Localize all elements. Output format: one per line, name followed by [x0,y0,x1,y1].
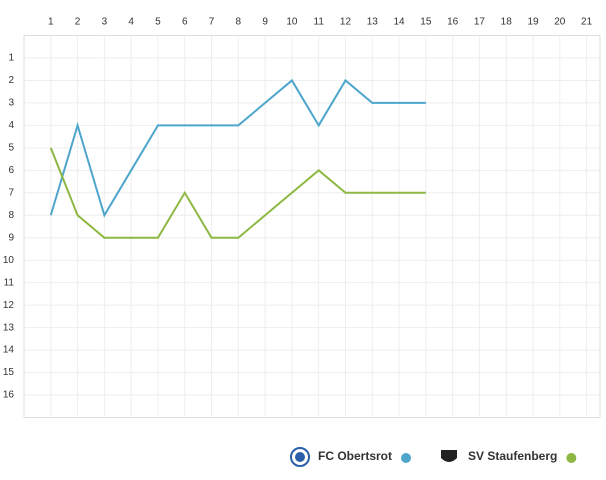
x-tick-label: 12 [340,17,352,28]
plot-area [23,35,601,418]
x-tick-label: 9 [262,17,268,28]
y-tick-label: 10 [3,255,15,266]
y-tick-label: 3 [8,98,14,109]
x-tick-label: 5 [155,17,161,28]
x-tick-label: 11 [314,17,325,28]
y-tick-label: 6 [8,165,14,176]
legend-icon-1 [290,447,310,467]
y-tick-label: 7 [8,187,14,198]
y-tick-label: 2 [8,75,14,86]
legend-dot [401,453,412,463]
y-tick-label: 1 [8,53,14,64]
y-tick-label: 14 [3,345,15,356]
y-tick-label: 9 [8,232,14,243]
x-tick-label: 16 [447,17,459,28]
y-tick-label: 5 [8,142,14,153]
y-tick-label: 12 [3,300,15,311]
x-tick-label: 17 [474,17,486,28]
legend-text: FC Obertsrot [318,449,392,463]
x-tick-label: 19 [527,17,539,28]
x-tick-label: 21 [581,17,593,28]
y-tick-label: 16 [3,390,15,401]
y-tick-label: 11 [4,277,15,288]
x-tick-label: 6 [182,17,188,28]
y-tick-label: 8 [8,210,14,221]
x-tick-label: 20 [554,17,566,28]
x-tick-label: 7 [209,17,215,28]
x-tick-label: 15 [420,17,432,28]
x-tick-label: 1 [48,17,54,28]
series-line [49,78,426,218]
x-tick-label: 14 [394,17,406,28]
x-tick-label: 10 [286,17,298,28]
x-tick-label: 18 [501,17,513,28]
y-tick-label: 13 [3,322,15,333]
legend-text: SV Staufenberg [468,449,557,463]
x-tick-label: 13 [367,17,379,28]
x-tick-label: 2 [75,17,81,28]
legend-icon-2 [441,450,457,462]
legend-dot [566,453,577,463]
x-tick-label: 8 [236,17,242,28]
series-line [49,147,426,239]
y-tick-label: 4 [8,120,14,131]
x-tick-label: 4 [128,17,134,28]
y-tick-label: 15 [3,367,15,378]
x-tick-label: 3 [102,17,108,28]
